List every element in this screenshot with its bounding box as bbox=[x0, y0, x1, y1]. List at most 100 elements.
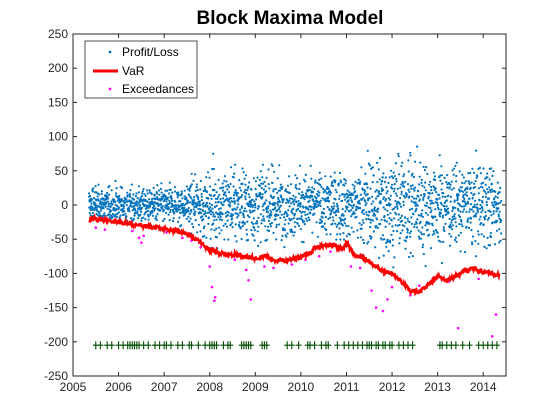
profit-loss-point bbox=[219, 210, 222, 214]
profit-loss-point bbox=[302, 193, 305, 196]
profit-loss-point bbox=[227, 211, 230, 214]
profit-loss-point bbox=[260, 222, 263, 225]
profit-loss-point bbox=[260, 219, 264, 222]
profit-loss-point bbox=[299, 203, 302, 206]
exceedance-point bbox=[477, 277, 480, 281]
exceedance-point bbox=[94, 226, 98, 229]
profit-loss-point bbox=[291, 212, 294, 215]
profit-loss-point bbox=[377, 207, 380, 210]
profit-loss-point bbox=[444, 222, 447, 225]
profit-loss-point bbox=[391, 225, 394, 228]
profit-loss-point bbox=[476, 210, 479, 213]
profit-loss-point bbox=[168, 219, 171, 222]
profit-loss-point bbox=[94, 185, 97, 188]
profit-loss-point bbox=[415, 207, 418, 210]
profit-loss-point bbox=[404, 180, 407, 184]
profit-loss-point bbox=[258, 184, 262, 187]
x-tick-label: 2013 bbox=[424, 380, 451, 394]
profit-loss-point bbox=[151, 209, 154, 212]
profit-loss-point bbox=[252, 222, 255, 225]
profit-loss-point bbox=[406, 229, 409, 232]
profit-loss-point bbox=[100, 192, 103, 195]
profit-loss-point bbox=[95, 206, 99, 209]
profit-loss-point bbox=[462, 176, 465, 179]
profit-loss-point bbox=[189, 195, 192, 198]
profit-loss-point bbox=[168, 181, 171, 184]
profit-loss-point bbox=[170, 205, 173, 208]
profit-loss-point bbox=[98, 212, 101, 215]
profit-loss-point bbox=[192, 208, 195, 211]
profit-loss-point bbox=[441, 261, 444, 265]
profit-loss-point bbox=[123, 210, 126, 213]
profit-loss-point bbox=[463, 200, 466, 203]
profit-loss-point bbox=[187, 200, 190, 203]
profit-loss-point bbox=[258, 178, 261, 181]
profit-loss-point bbox=[294, 184, 297, 187]
profit-loss-point bbox=[301, 191, 304, 194]
profit-loss-point bbox=[169, 208, 172, 212]
profit-loss-point bbox=[322, 191, 325, 194]
profit-loss-point bbox=[273, 170, 276, 173]
profit-loss-point bbox=[194, 189, 197, 193]
exceedance-point bbox=[381, 309, 385, 313]
profit-loss-point bbox=[315, 205, 318, 209]
profit-loss-point bbox=[266, 211, 269, 214]
profit-loss-point bbox=[362, 197, 365, 200]
profit-loss-point bbox=[500, 232, 503, 235]
profit-loss-point bbox=[375, 189, 378, 192]
profit-loss-point bbox=[311, 191, 315, 194]
profit-loss-point bbox=[233, 207, 236, 210]
profit-loss-point bbox=[211, 211, 214, 214]
profit-loss-point bbox=[218, 193, 221, 196]
profit-loss-point bbox=[332, 202, 335, 205]
profit-loss-point bbox=[355, 196, 358, 199]
profit-loss-point bbox=[423, 186, 426, 189]
profit-loss-point bbox=[236, 206, 239, 209]
profit-loss-point bbox=[321, 220, 324, 223]
profit-loss-point bbox=[294, 174, 297, 177]
profit-loss-point bbox=[209, 213, 212, 216]
profit-loss-point bbox=[469, 171, 472, 175]
profit-loss-point bbox=[204, 210, 207, 213]
profit-loss-point bbox=[197, 197, 200, 201]
profit-loss-point bbox=[140, 195, 143, 198]
profit-loss-point bbox=[499, 186, 502, 190]
profit-loss-point bbox=[447, 211, 450, 214]
profit-loss-point bbox=[183, 204, 186, 207]
profit-loss-point bbox=[489, 210, 492, 214]
profit-loss-point bbox=[158, 193, 161, 196]
profit-loss-point bbox=[136, 210, 139, 213]
profit-loss-point bbox=[482, 181, 485, 184]
profit-loss-point bbox=[378, 156, 382, 160]
profit-loss-point bbox=[272, 190, 275, 193]
profit-loss-point bbox=[449, 223, 452, 226]
profit-loss-point bbox=[420, 178, 423, 181]
profit-loss-point bbox=[213, 215, 217, 218]
profit-loss-point bbox=[424, 189, 427, 192]
profit-loss-point bbox=[452, 173, 455, 176]
profit-loss-point bbox=[471, 196, 474, 200]
profit-loss-point bbox=[159, 199, 162, 202]
profit-loss-point bbox=[399, 232, 402, 235]
profit-loss-point bbox=[451, 224, 454, 227]
profit-loss-point bbox=[252, 217, 255, 220]
profit-loss-point bbox=[348, 233, 351, 236]
profit-loss-point bbox=[267, 229, 271, 232]
profit-loss-point bbox=[257, 216, 260, 219]
profit-loss-point bbox=[232, 194, 236, 197]
profit-loss-point bbox=[391, 187, 394, 190]
profit-loss-point bbox=[275, 225, 278, 229]
profit-loss-point bbox=[159, 202, 163, 206]
profit-loss-point bbox=[493, 197, 496, 200]
profit-loss-point bbox=[124, 212, 127, 215]
profit-loss-point bbox=[264, 190, 268, 193]
profit-loss-point bbox=[411, 207, 414, 210]
exceedance-marker bbox=[145, 341, 152, 350]
profit-loss-point bbox=[433, 232, 436, 235]
profit-loss-point bbox=[346, 206, 349, 209]
profit-loss-point bbox=[370, 202, 373, 205]
profit-loss-point bbox=[494, 200, 497, 203]
profit-loss-point bbox=[132, 202, 135, 205]
exceedance-point bbox=[456, 326, 460, 330]
profit-loss-point bbox=[149, 205, 152, 208]
